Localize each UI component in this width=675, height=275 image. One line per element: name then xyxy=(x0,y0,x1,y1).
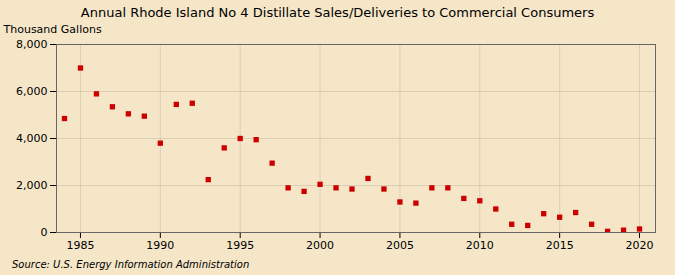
svg-text:Thousand Gallons: Thousand Gallons xyxy=(3,23,102,36)
svg-text:2015: 2015 xyxy=(546,239,574,252)
svg-text:1985: 1985 xyxy=(66,239,94,252)
svg-text:2010: 2010 xyxy=(466,239,494,252)
svg-text:0: 0 xyxy=(41,226,48,239)
svg-text:4,000: 4,000 xyxy=(16,132,48,145)
svg-text:6,000: 6,000 xyxy=(16,85,48,98)
svg-text:2020: 2020 xyxy=(626,239,654,252)
svg-text:1995: 1995 xyxy=(226,239,254,252)
svg-text:1990: 1990 xyxy=(146,239,174,252)
html-text:Source: U.S. Energy Informatio: Source: U.S. Energy Information Administ… xyxy=(12,259,250,270)
svg-text:2000: 2000 xyxy=(306,239,334,252)
html-text:Annual Rhode Island No 4 Disti: Annual Rhode Island No 4 Distillate Sale… xyxy=(80,5,595,20)
svg-text:8,000: 8,000 xyxy=(16,38,48,51)
svg-text:2005: 2005 xyxy=(386,239,414,252)
svg-text:2,000: 2,000 xyxy=(16,179,48,192)
